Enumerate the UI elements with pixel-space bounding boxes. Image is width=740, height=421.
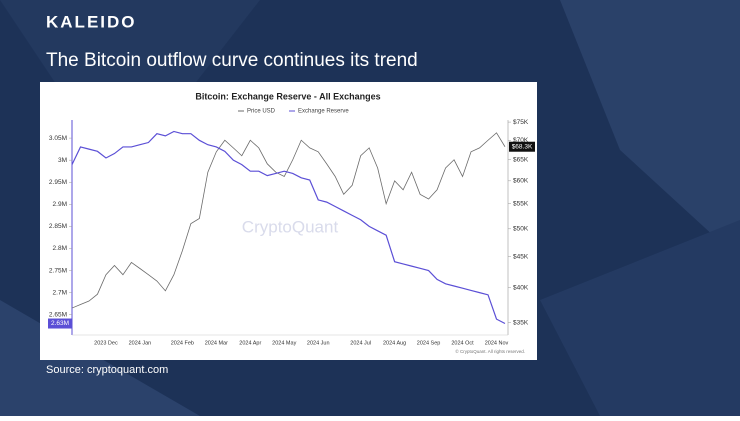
series-line <box>71 132 506 309</box>
series-line <box>71 130 506 325</box>
copyright: © CryptoQuant. All rights reserved. <box>455 348 525 354</box>
x-tick-label: 2024 Jan <box>129 340 152 346</box>
plot: 2.65M 2.7M 2.75M 2.8M 2.85M 2.9M 2.95M 3M 3.05M $… <box>48 109 535 346</box>
y2-tick-label: $60K <box>513 178 529 185</box>
y-tick-label: 2.8M <box>53 245 67 252</box>
x-tick-label: 2024 Mar <box>205 340 228 346</box>
y2-tick-label: $45K <box>513 253 529 260</box>
last-value-box <box>48 318 72 329</box>
y-tick-label: 3.05M <box>49 135 67 142</box>
y-tick-label: 2.85M <box>49 223 67 230</box>
source: Source: cryptoquant.com <box>46 364 168 376</box>
slide-title: The Bitcoin outflow curve continues its … <box>46 50 418 71</box>
y2-tick-label: $35K <box>513 319 529 326</box>
y-tick-label: 2.75M <box>49 267 67 274</box>
x-tick-label: 2023 Dec <box>94 340 118 346</box>
y2-tick-label: $70K <box>513 137 529 144</box>
y2-tick-label: $40K <box>513 284 529 291</box>
last-value-box <box>509 141 535 152</box>
x-tick-label: 2024 Sep <box>417 340 441 346</box>
y-tick-label: 2.7M <box>53 289 67 296</box>
x-tick-label: 2024 May <box>272 340 296 346</box>
chart-panel <box>40 82 537 360</box>
x-tick-label: 2024 Jul <box>350 340 371 346</box>
chart-title: Bitcoin: Exchange Reserve - All Exchange… <box>195 91 380 101</box>
y-tick-label: 2.65M <box>49 311 67 318</box>
y2-tick-label: $75K <box>513 119 529 126</box>
y2-tick-label: $55K <box>513 200 529 207</box>
y2-tick-label: $65K <box>513 156 529 163</box>
legend-label: Exchange Reserve <box>298 109 349 115</box>
x-tick-label: 2024 Apr <box>239 340 261 346</box>
x-tick-label: 2024 Aug <box>383 340 406 346</box>
watermark: CryptoQuant <box>242 217 339 236</box>
x-tick-label: 2024 Feb <box>171 340 194 346</box>
y-tick-label: 3M <box>58 157 67 164</box>
y-tick-label: 2.95M <box>49 179 67 186</box>
bg-shape <box>560 0 740 260</box>
legend-label: Price USD <box>247 109 276 115</box>
y2-tick-label: $50K <box>513 226 529 233</box>
x-tick-label: 2024 Nov <box>485 340 509 346</box>
y-tick-label: 2.9M <box>53 201 67 208</box>
last-value-label: 2.63M <box>51 320 69 327</box>
x-tick-label: 2024 Oct <box>451 340 474 346</box>
bg-shape <box>540 220 740 416</box>
x-tick-label: 2024 Jun <box>307 340 330 346</box>
brand: KALEIDO <box>46 12 137 31</box>
last-value-label: $68.3K <box>512 143 533 150</box>
